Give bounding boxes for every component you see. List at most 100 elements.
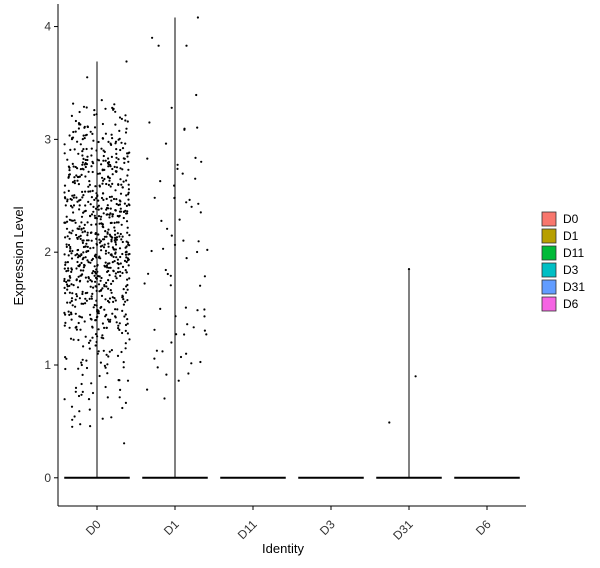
data-point [105, 182, 108, 186]
data-point [84, 245, 87, 248]
data-point [110, 199, 113, 202]
data-point [123, 259, 127, 262]
data-point [115, 198, 118, 201]
data-point [93, 198, 96, 201]
data-point [66, 288, 69, 291]
legend-item: D6 [541, 296, 579, 312]
data-point [119, 232, 122, 236]
data-point [83, 230, 86, 233]
data-point [73, 179, 76, 182]
data-point [87, 341, 91, 344]
data-point [111, 236, 114, 239]
data-point [91, 132, 94, 135]
data-point [71, 425, 74, 428]
data-point [79, 168, 82, 171]
data-point [90, 165, 93, 168]
data-point [110, 240, 113, 243]
data-point [106, 372, 109, 375]
data-point [89, 339, 92, 342]
data-point [75, 196, 78, 199]
data-point [97, 204, 100, 207]
data-point [118, 247, 122, 250]
data-point [71, 418, 74, 421]
data-point [102, 198, 105, 201]
data-point [74, 298, 77, 301]
data-point [64, 367, 67, 371]
data-point [124, 251, 127, 254]
data-point [104, 298, 107, 301]
data-point [92, 139, 95, 142]
data-point [125, 271, 128, 274]
data-point [120, 141, 123, 144]
legend-label: D11 [563, 246, 584, 260]
data-point [71, 206, 74, 209]
data-point [106, 266, 109, 269]
data-point [106, 231, 109, 234]
data-point [81, 196, 84, 199]
data-point [89, 214, 92, 217]
data-point [95, 304, 98, 307]
y-tick-label: 0 [44, 471, 51, 485]
data-point [119, 210, 123, 213]
data-point [96, 270, 99, 273]
data-point [101, 225, 104, 228]
data-point [108, 195, 111, 199]
data-point [63, 279, 66, 283]
data-point [80, 316, 84, 319]
data-point [105, 206, 109, 210]
data-point [100, 276, 103, 280]
data-point [124, 329, 127, 332]
data-point [119, 270, 122, 273]
data-point [103, 177, 106, 181]
data-point [66, 279, 70, 282]
data-point [100, 305, 103, 309]
data-point [81, 161, 84, 164]
data-point [84, 335, 87, 338]
data-point [111, 280, 115, 283]
data-point [118, 328, 121, 331]
data-point [80, 274, 83, 277]
data-point [75, 293, 78, 296]
data-point [108, 297, 112, 300]
x-axis: D0 D1 D11 D3 D31 D6 [58, 505, 526, 543]
data-point [105, 281, 108, 284]
data-point [124, 209, 127, 212]
data-point [87, 185, 90, 188]
data-point [76, 286, 80, 289]
data-point [126, 152, 129, 155]
data-point [82, 148, 85, 151]
data-point [110, 221, 113, 224]
data-point [203, 308, 206, 311]
data-point [109, 318, 112, 321]
data-point [64, 292, 67, 295]
data-point [74, 221, 77, 224]
data-point [124, 300, 127, 303]
data-point [67, 243, 71, 247]
data-point [153, 196, 156, 199]
data-point [127, 193, 130, 196]
data-point [116, 354, 120, 357]
data-point [91, 292, 94, 295]
data-point [67, 176, 70, 179]
data-point [407, 268, 411, 271]
data-point [115, 166, 119, 169]
violin-D0 [63, 60, 131, 479]
data-point [105, 313, 108, 316]
data-point [118, 235, 121, 238]
data-point [84, 175, 87, 178]
data-point [68, 284, 71, 287]
data-point [111, 246, 114, 249]
data-point [104, 385, 107, 389]
data-point [68, 134, 71, 137]
data-point [200, 160, 203, 163]
data-point [63, 196, 67, 199]
data-point [89, 285, 92, 288]
data-point [114, 275, 117, 278]
legend-item: D0 [541, 211, 579, 227]
data-point [63, 267, 66, 270]
data-point [90, 382, 93, 385]
data-point [82, 345, 85, 348]
data-point [79, 423, 82, 426]
data-point [181, 172, 184, 175]
data-point [190, 362, 193, 365]
